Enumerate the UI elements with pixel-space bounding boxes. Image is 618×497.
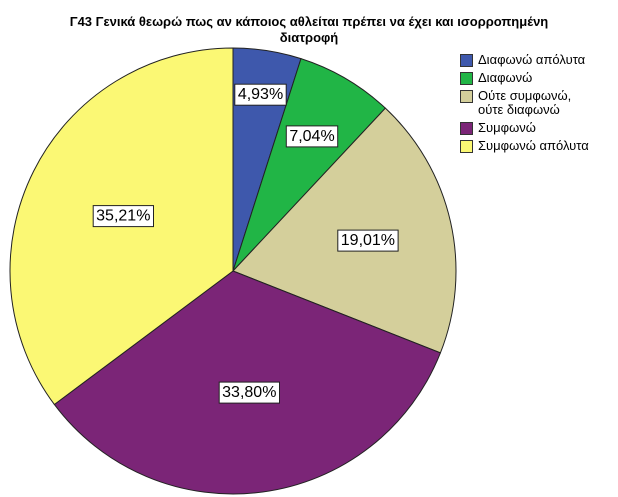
legend-item: Συμφωνώ — [460, 121, 618, 135]
data-label-text: 4,93% — [238, 86, 283, 103]
legend-swatch — [460, 54, 473, 67]
legend-label: Ούτε συμφωνώ, ούτε διαφωνώ — [478, 88, 572, 117]
data-label: 35,21% — [92, 205, 154, 228]
legend-item: Ούτε συμφωνώ, ούτε διαφωνώ — [460, 89, 618, 117]
data-label-box — [218, 381, 280, 404]
data-label-box — [337, 229, 399, 252]
chart-title-line1: Γ43 Γενικά θεωρώ πως αν κάποιος αθλείται… — [69, 14, 549, 29]
data-label-text: 35,21% — [96, 208, 150, 225]
legend-swatch — [460, 72, 473, 85]
data-label: 19,01% — [337, 229, 399, 252]
data-label: 4,93% — [234, 83, 287, 106]
data-label-text: 19,01% — [341, 232, 395, 249]
legend: Διαφωνώ απόλυτα Διαφωνώ Ούτε συμφωνώ, ούτε… — [460, 53, 618, 157]
data-label: 33,80% — [218, 381, 280, 404]
data-label-text: 33,80% — [222, 384, 276, 401]
legend-swatch — [460, 122, 473, 135]
data-label: 7,04% — [285, 125, 339, 148]
legend-item: Διαφωνώ απόλυτα — [460, 53, 618, 67]
legend-swatch — [460, 90, 473, 103]
legend-item: Διαφωνώ — [460, 71, 618, 85]
data-label-box — [234, 83, 287, 106]
data-label-box — [92, 205, 154, 228]
chart-title: Γ43 Γενικά θεωρώ πως αν κάποιος αθλείται… — [0, 14, 618, 46]
legend-label: Διαφωνώ — [478, 70, 533, 85]
data-label-text: 7,04% — [289, 128, 334, 145]
data-labels: 4,93% 7,04% 19,01% 33,80% 35,21% — [92, 83, 399, 404]
legend-label: Συμφωνώ — [478, 120, 536, 135]
legend-item: Συμφωνώ απόλυτα — [460, 139, 618, 153]
data-label-box — [285, 125, 339, 148]
chart-title-line2: διατροφή — [279, 30, 339, 45]
legend-label: Διαφωνώ απόλυτα — [478, 52, 586, 67]
pie-slices — [9, 47, 457, 495]
legend-label: Συμφωνώ απόλυτα — [478, 138, 589, 153]
legend-swatch — [460, 140, 473, 153]
